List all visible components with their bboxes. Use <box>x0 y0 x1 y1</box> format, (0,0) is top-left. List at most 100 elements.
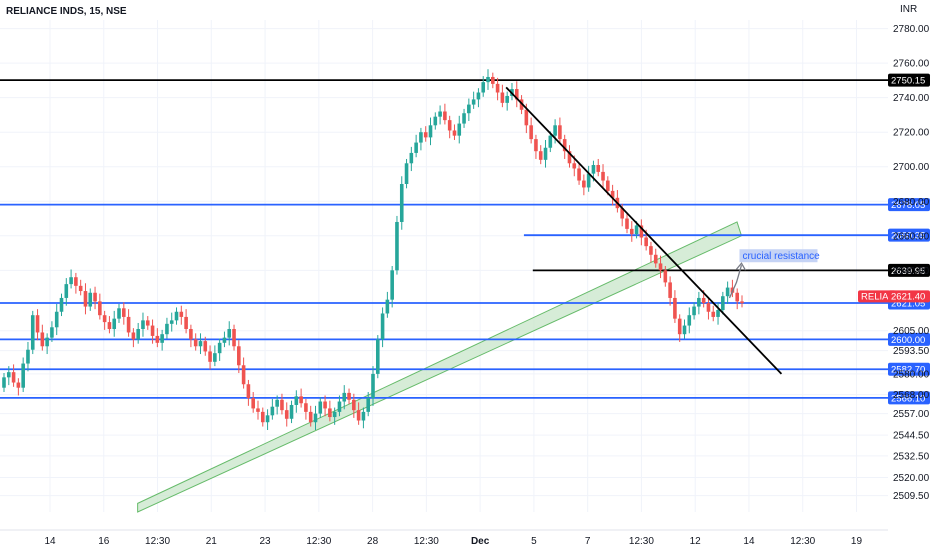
candle-body-25 <box>122 308 126 317</box>
x-tick-label-9: 5 <box>531 536 537 547</box>
level-tag-label-5: 2600.00 <box>891 335 925 346</box>
y-tick-label-6: 2580.00 <box>893 369 930 380</box>
x-tick-label-12: 12 <box>690 536 702 547</box>
candle-body-153 <box>735 292 740 302</box>
candle-body-5 <box>26 349 30 364</box>
y-tick-label-2: 2532.50 <box>893 451 930 462</box>
candle-body-0 <box>2 377 6 388</box>
candle-body-119 <box>572 163 577 169</box>
candle-body-147 <box>706 303 711 312</box>
level-tag-label-3: 2639.95 <box>891 266 925 277</box>
candle-body-131 <box>629 228 634 235</box>
time-axis[interactable]: 14 16 12:30 21 23 12:30 28 12:30 Dec 5 7 12:30 12 14 1… <box>0 529 888 547</box>
x-tick-label-7: 12:30 <box>414 536 439 547</box>
candle-body-69 <box>332 411 337 418</box>
x-tick-label-10: 7 <box>585 536 591 547</box>
candle-body-136 <box>653 254 658 264</box>
candle-body-114 <box>548 135 553 148</box>
y-tick-label-8: 2605.00 <box>893 326 930 337</box>
last-price-label: 2621.40 <box>891 291 925 302</box>
x-tick-label-14: 12:30 <box>790 536 815 547</box>
x-tick-label-2: 12:30 <box>145 536 170 547</box>
arrow-head <box>735 262 747 271</box>
candle-body-124 <box>596 165 601 172</box>
y-tick-label-9: 2640.00 <box>893 266 930 277</box>
candle-body-95 <box>457 123 462 136</box>
y-tick-label-16: 2780.00 <box>893 24 930 35</box>
candle-body-12 <box>59 297 64 312</box>
price-axis[interactable]: 2750.15 2678.05 2660.35 2639.95 2621.05 2600.… <box>858 24 930 502</box>
candle-body-10 <box>50 327 54 338</box>
candle-body-47 <box>227 329 232 338</box>
candle-body-122 <box>586 173 591 188</box>
channel-band <box>137 221 743 513</box>
candle-body-66 <box>318 401 323 414</box>
rising-channel[interactable] <box>137 221 743 513</box>
candle-body-102 <box>491 76 495 84</box>
candle-body-145 <box>697 297 701 307</box>
level-tag-label-7: 2566.10 <box>891 393 925 404</box>
candle-body-31 <box>150 325 155 336</box>
candle-body-7 <box>35 315 40 333</box>
candle-body-53 <box>256 408 260 412</box>
candle-body-113 <box>543 147 548 160</box>
y-tick-label-0: 2509.50 <box>893 491 930 502</box>
x-tick-label-4: 23 <box>260 536 272 547</box>
annotation[interactable]: crucial resistance <box>728 249 820 299</box>
candle-body-115 <box>553 125 557 136</box>
level-tag-0 <box>888 73 930 87</box>
candle-body-86 <box>414 142 418 153</box>
y-tick-label-4: 2557.00 <box>893 409 930 420</box>
last-price-tag <box>888 290 930 303</box>
candle-body-51 <box>246 384 251 399</box>
horizontal-levels[interactable] <box>0 79 888 399</box>
candle-body-60 <box>289 404 294 419</box>
candle-body-43 <box>208 351 212 362</box>
candle-body-40 <box>193 339 198 347</box>
candle-body-11 <box>54 311 59 328</box>
candle-body-148 <box>711 311 716 317</box>
y-tick-label-7: 2593.50 <box>893 346 930 357</box>
candle-body-105 <box>505 95 509 103</box>
level-tag-6 <box>888 362 930 376</box>
candle-body-38 <box>184 316 188 330</box>
y-tick-label-3: 2544.50 <box>893 431 930 442</box>
candle-body-59 <box>284 410 289 419</box>
candle-body-1 <box>6 372 11 378</box>
candle-body-58 <box>280 399 284 411</box>
x-tick-label-15: 19 <box>851 536 863 547</box>
candle-body-57 <box>275 399 279 407</box>
candle-body-125 <box>601 171 605 181</box>
candle-body-88 <box>423 132 428 138</box>
candle-body-27 <box>131 332 136 340</box>
candle-body-138 <box>663 270 668 283</box>
annotation-label: crucial resistance <box>742 251 820 262</box>
candle-body-75 <box>361 411 366 421</box>
arrow-curve <box>728 265 743 299</box>
candle-body-56 <box>270 406 275 416</box>
y-tick-label-1: 2520.00 <box>893 473 930 484</box>
level-tag-label-6: 2582.70 <box>891 365 925 376</box>
currency-label: INR <box>900 4 917 15</box>
level-tag-3 <box>888 263 930 277</box>
x-tick-label-0: 14 <box>44 536 56 547</box>
candle-body-63 <box>304 403 308 412</box>
candle-body-35 <box>169 320 174 324</box>
candle-body-24 <box>117 308 121 319</box>
y-tick-label-5: 2568.00 <box>893 390 930 401</box>
candle-body-17 <box>83 291 88 307</box>
candle-body-68 <box>328 408 332 418</box>
candle-body-111 <box>534 139 538 152</box>
descending-trendline[interactable] <box>505 86 783 375</box>
candle-body-87 <box>419 132 423 143</box>
candle-body-64 <box>308 411 313 423</box>
level-tag-label-1: 2678.05 <box>891 200 925 211</box>
candle-body-41 <box>198 341 203 347</box>
candle-body-72 <box>347 392 351 400</box>
candle-body-50 <box>241 365 246 385</box>
candle-body-130 <box>625 218 629 229</box>
candle-body-30 <box>145 320 150 326</box>
y-tick-label-14: 2740.00 <box>893 93 930 104</box>
candle-body-32 <box>155 335 160 343</box>
